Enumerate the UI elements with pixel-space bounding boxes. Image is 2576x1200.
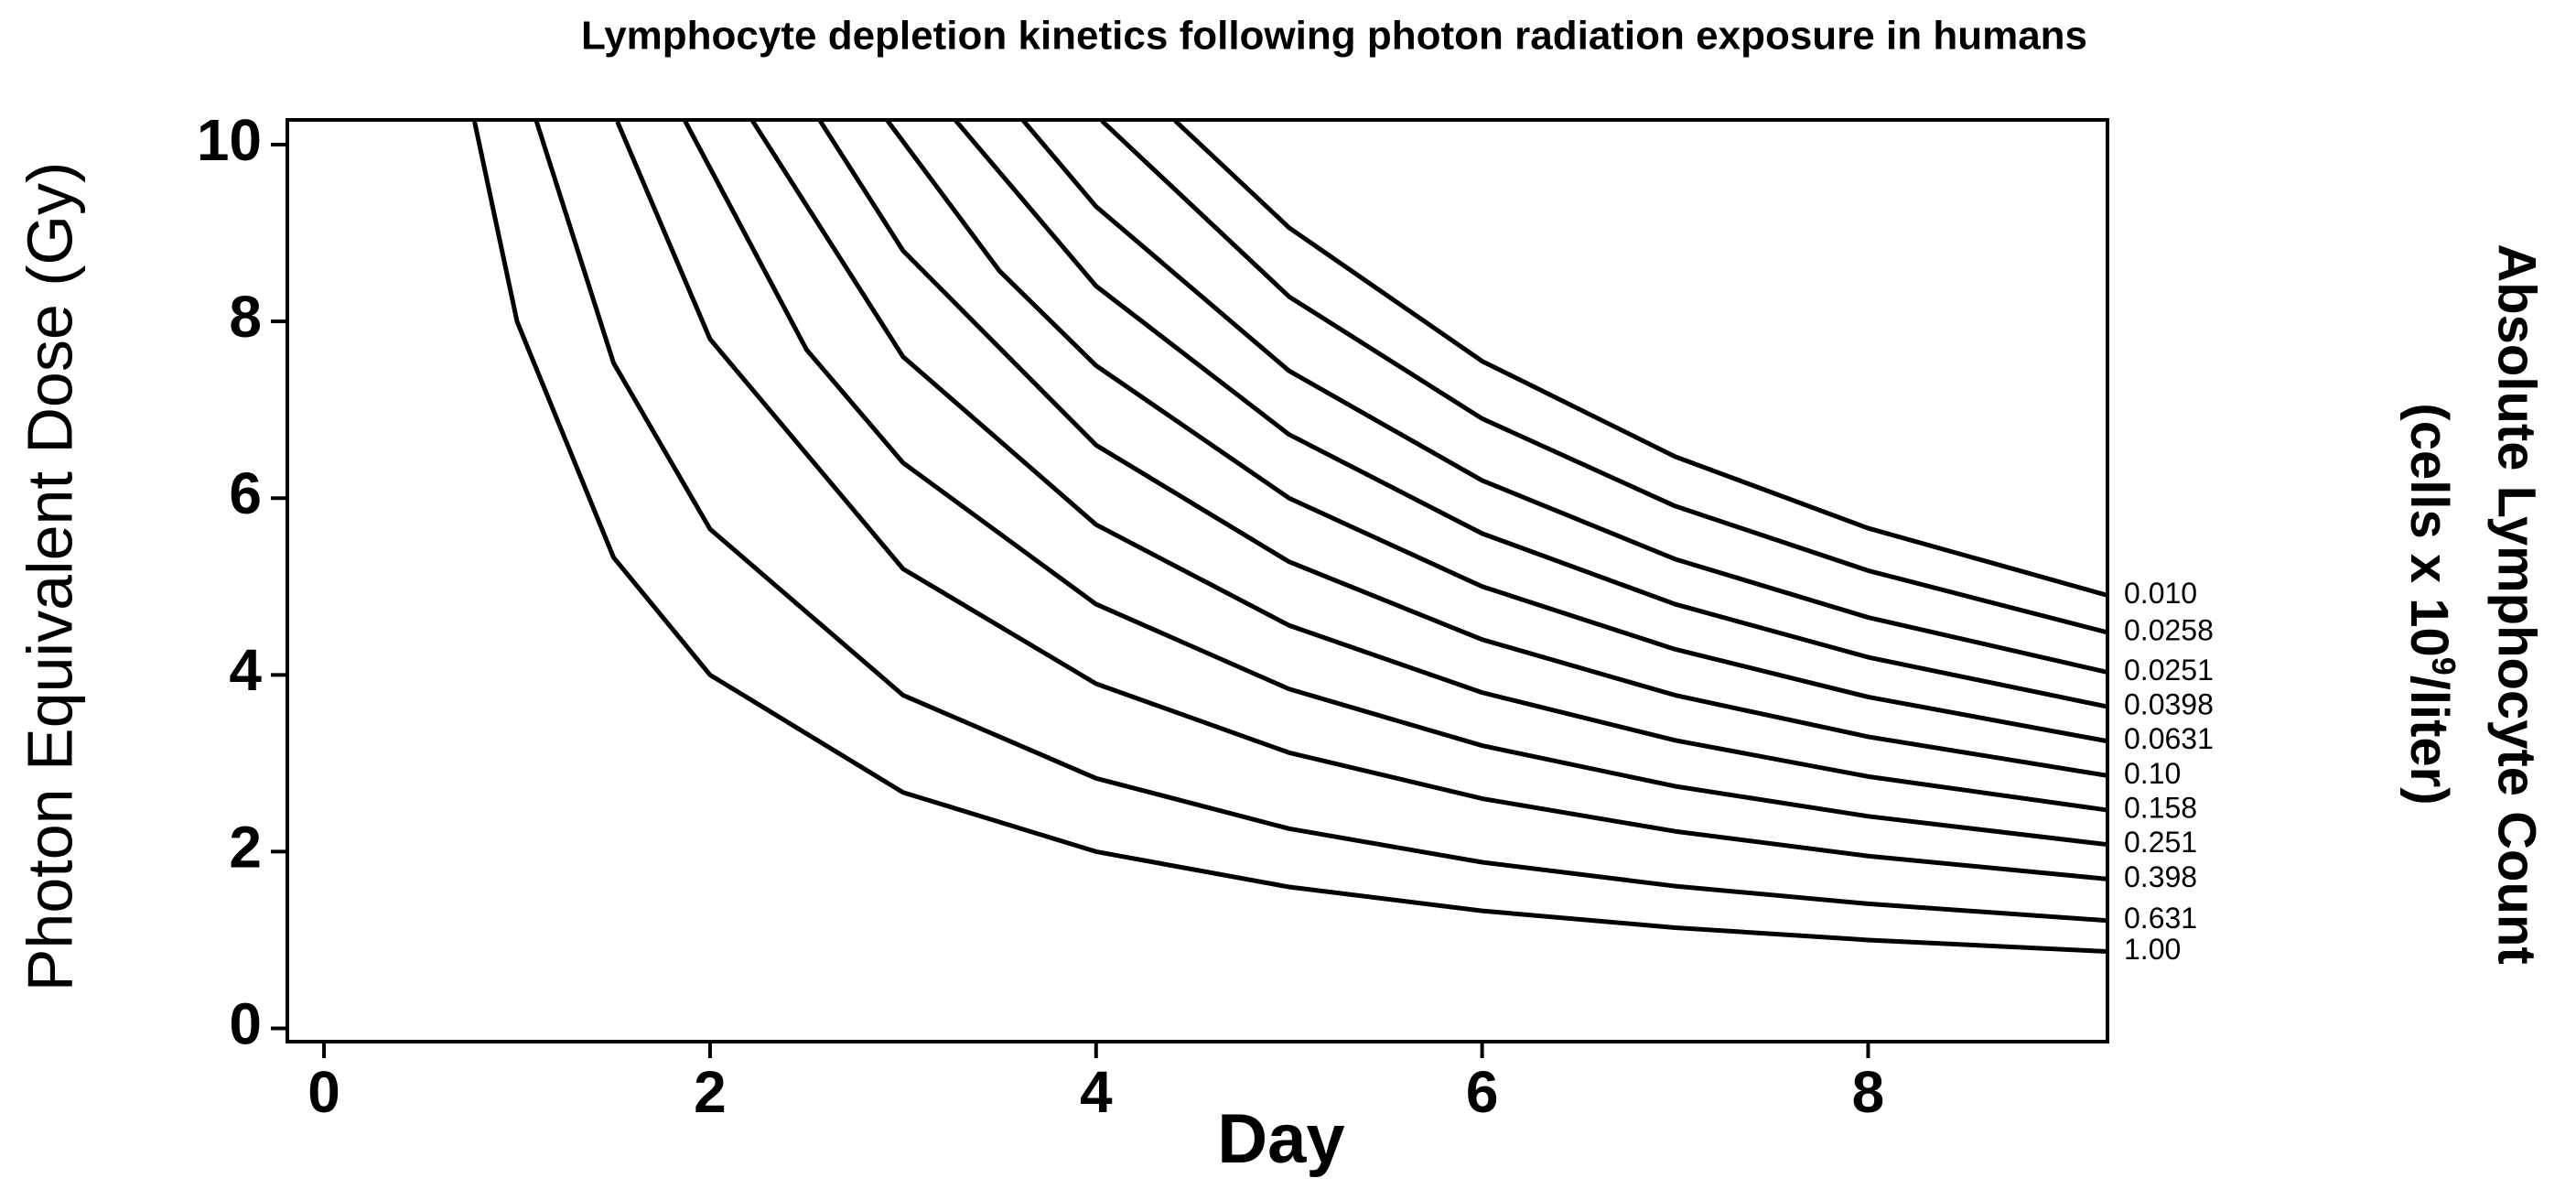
- y-tick-label: 4: [229, 637, 262, 703]
- curve: [683, 119, 2108, 848]
- curve-label: 0.631: [2124, 902, 2197, 935]
- curve: [818, 119, 2108, 778]
- curve-label: 0.398: [2124, 860, 2197, 893]
- curve-label: 0.158: [2124, 791, 2197, 824]
- curve-label: 0.010: [2124, 577, 2197, 610]
- curve-label: 1.00: [2124, 933, 2181, 966]
- y-tick-label: 8: [229, 284, 262, 350]
- y2-axis-label: Absolute Lymphocyte Count: [2487, 243, 2547, 964]
- curve: [1173, 119, 2108, 598]
- y-tick-label: 2: [229, 814, 262, 880]
- curve: [534, 120, 2108, 924]
- curve: [615, 120, 2108, 881]
- chart-title: Lymphocyte depletion kinetics following …: [581, 14, 2087, 59]
- y-tick-label: 6: [229, 460, 262, 526]
- unit-suffix: /liter): [2399, 676, 2459, 805]
- x-tick-label: 0: [307, 1059, 340, 1125]
- x-tick-label: 6: [1466, 1059, 1499, 1125]
- y2-axis-unit: (cells x 109/liter): [2399, 403, 2463, 805]
- curve: [750, 119, 2108, 813]
- unit-prefix: (cells x 10: [2399, 403, 2459, 656]
- y-axis-label: Photon Equivalent Dose (Gy): [14, 162, 85, 992]
- curve-label: 0.251: [2124, 826, 2197, 859]
- curve-label: 0.0251: [2124, 654, 2214, 686]
- curve: [1020, 118, 2108, 675]
- x-axis-label: Day: [1217, 1100, 1344, 1178]
- curve: [1100, 119, 2108, 635]
- curve-label: 0.0398: [2124, 688, 2214, 721]
- curve: [953, 118, 2108, 709]
- curve-label: 0.10: [2124, 757, 2181, 790]
- x-tick-label: 8: [1852, 1059, 1885, 1125]
- y-tick-label: 0: [229, 990, 262, 1056]
- plot-frame: [286, 118, 2109, 1043]
- x-tick-label: 2: [694, 1059, 727, 1125]
- curve: [472, 121, 2108, 955]
- y-tick-label: 10: [197, 107, 262, 173]
- unit-exponent: 9: [2425, 657, 2463, 676]
- curve-label: 0.0258: [2124, 613, 2214, 646]
- x-tick-label: 4: [1080, 1059, 1113, 1125]
- curve: [885, 119, 2108, 744]
- curve-label: 0.0631: [2124, 722, 2214, 755]
